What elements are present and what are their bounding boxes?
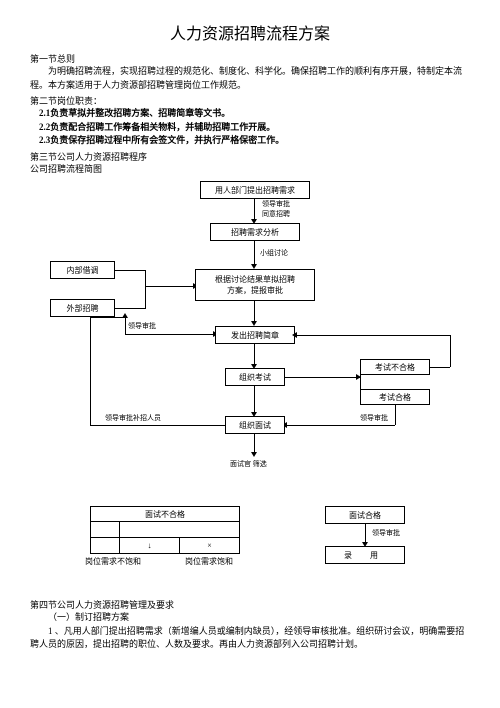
section3-sub: 公司招聘流程简图 [30, 163, 470, 177]
doc-title: 人力资源招聘流程方案 [30, 20, 470, 44]
edge-supplement: 领导审批补招人员 [105, 413, 161, 423]
tbl-fail: 面试不合格 [90, 506, 240, 522]
edge-approve2: 领导审批 [128, 321, 156, 331]
section4-header: 第四节公司人力资源招聘管理及要求 [30, 598, 470, 611]
section2-header: 第二节岗位职责： [30, 94, 470, 107]
section4-sub1: （一）制订招聘方案 [30, 611, 470, 625]
section2-item1: 2.1负责草拟并整改招聘方案、招聘简章等文书。 [30, 107, 470, 121]
edge-approve4: 领导审批 [372, 528, 400, 538]
section2-item3: 2.3负责保存招聘过程中所有会签文件，并执行严格保密工作。 [30, 134, 470, 148]
node-publish: 发出招聘简章 [215, 326, 295, 344]
node-exam: 组织考试 [225, 368, 285, 386]
node-exam-fail: 考试不合格 [360, 359, 430, 375]
node-interview: 组织面试 [225, 416, 285, 434]
node-internal: 内部借调 [50, 261, 115, 279]
section2-item2: 2.2负责配合招聘工作筹备相关物料，并辅助招聘工作开展。 [30, 121, 470, 135]
section1-header: 第一节总则 [30, 52, 470, 65]
section3-header: 第三节公司人力资源招聘程序 [30, 150, 470, 163]
node-exam-pass: 考试合格 [360, 389, 430, 405]
edge-approve1: 领导审批 [262, 199, 290, 209]
node-draft: 根据讨论结果草拟招聘 方案，提报审批 [195, 269, 315, 301]
node-hire: 录 用 [325, 546, 405, 564]
section4-item1: 1 、凡用人部门提出招聘需求（新增编人员或编制内缺员），经领导审核批准。组织研讨… [30, 625, 470, 652]
flowchart: 用人部门提出招聘需求 领导审批 同意招聘 招聘需求分析 小组讨论 内部借调 外部… [30, 181, 470, 501]
lbl-unsaturated: 岗位需求不饱和 [85, 556, 141, 567]
node-external: 外部招聘 [50, 299, 115, 317]
edge-interviewer: 面试官 筛选 [230, 459, 267, 469]
lbl-saturated: 岗位需求饱和 [185, 556, 233, 567]
section1-body: 为明确招聘流程，实现招聘过程的规范化、制度化、科学化。确保招聘工作的顺利有序开展… [30, 65, 470, 92]
edge-agree: 同意招聘 [262, 209, 290, 219]
node-interview-pass: 面试合格 [325, 506, 405, 524]
node-analysis: 招聘需求分析 [210, 223, 300, 241]
bottom-diagram: 面试不合格 ↓ × 岗位需求不饱和 岗位需求饱和 面试合格 领导审批 录 用 [30, 506, 470, 596]
node-request: 用人部门提出招聘需求 [200, 181, 310, 199]
edge-discuss: 小组讨论 [260, 248, 288, 258]
edge-approve3: 领导审批 [360, 413, 388, 423]
